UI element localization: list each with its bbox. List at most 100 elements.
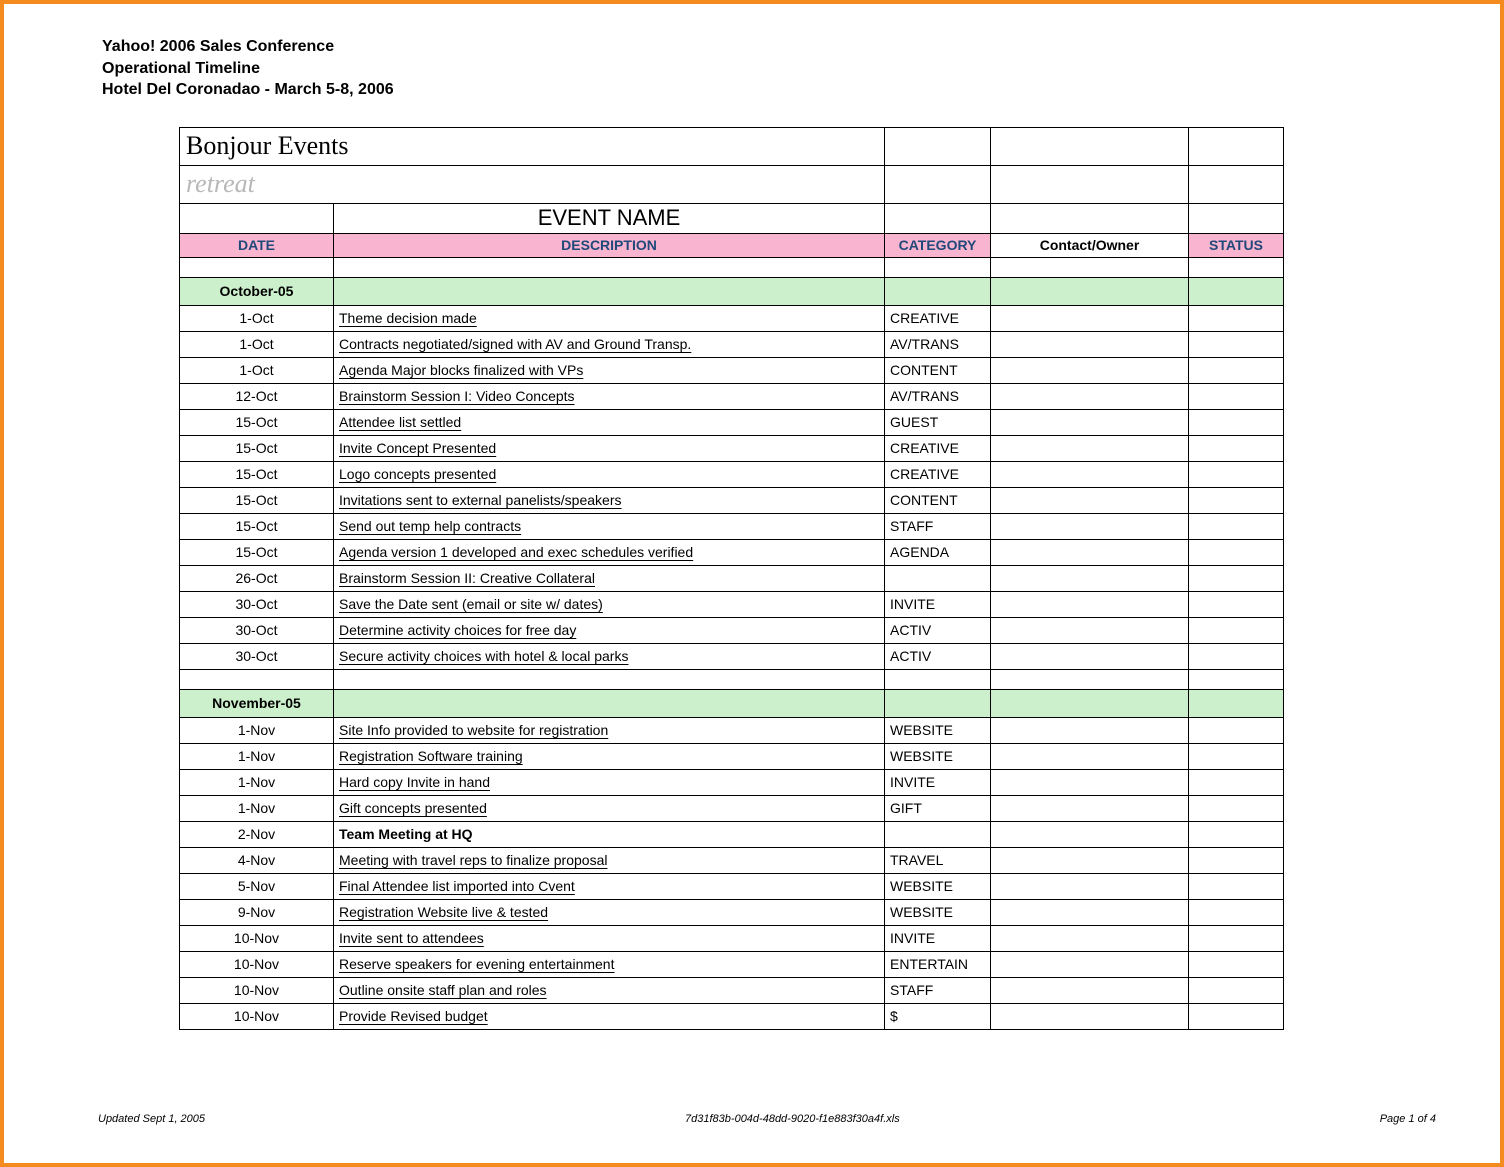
- date-cell: 2-Nov: [180, 821, 334, 847]
- date-cell: 10-Nov: [180, 951, 334, 977]
- table-row: 30-OctSave the Date sent (email or site …: [180, 591, 1284, 617]
- blank-cell: [180, 203, 334, 233]
- category-cell: CREATIVE: [885, 305, 991, 331]
- description-cell: Determine activity choices for free day: [334, 617, 885, 643]
- category-cell: GUEST: [885, 409, 991, 435]
- month-header-row: November-05: [180, 689, 1284, 717]
- category-cell: AV/TRANS: [885, 331, 991, 357]
- blank-cell: [334, 257, 885, 277]
- status-cell: [1189, 513, 1284, 539]
- description-cell: Secure activity choices with hotel & loc…: [334, 643, 885, 669]
- spacer-row: [180, 669, 1284, 689]
- status-cell: [1189, 977, 1284, 1003]
- date-cell: 4-Nov: [180, 847, 334, 873]
- status-cell: [1189, 331, 1284, 357]
- blank-cell: [885, 127, 991, 165]
- description-cell: Gift concepts presented: [334, 795, 885, 821]
- owner-cell: [991, 769, 1189, 795]
- document-header: Yahoo! 2006 Sales Conference Operational…: [102, 36, 1470, 101]
- owner-cell: [991, 951, 1189, 977]
- status-cell: [1189, 925, 1284, 951]
- status-cell: [1189, 305, 1284, 331]
- table-row: 1-OctTheme decision madeCREATIVE: [180, 305, 1284, 331]
- category-cell: CONTENT: [885, 357, 991, 383]
- owner-cell: [991, 461, 1189, 487]
- table-row: 1-NovRegistration Software trainingWEBSI…: [180, 743, 1284, 769]
- table-row: 15-OctInvite Concept PresentedCREATIVE: [180, 435, 1284, 461]
- status-cell: [1189, 795, 1284, 821]
- col-status-header: STATUS: [1189, 233, 1284, 257]
- blank-cell: [334, 669, 885, 689]
- date-cell: 10-Nov: [180, 977, 334, 1003]
- status-cell: [1189, 487, 1284, 513]
- col-description-header: DESCRIPTION: [334, 233, 885, 257]
- category-cell: INVITE: [885, 769, 991, 795]
- blank-cell: [1189, 669, 1284, 689]
- category-cell: [885, 565, 991, 591]
- owner-cell: [991, 409, 1189, 435]
- footer-right: Page 1 of 4: [1380, 1113, 1436, 1125]
- description-cell: Team Meeting at HQ: [334, 821, 885, 847]
- owner-cell: [991, 487, 1189, 513]
- blank-cell: [1189, 277, 1284, 305]
- date-cell: 15-Oct: [180, 513, 334, 539]
- description-cell: Site Info provided to website for regist…: [334, 717, 885, 743]
- owner-cell: [991, 743, 1189, 769]
- owner-cell: [991, 435, 1189, 461]
- footer-center: 7d31f83b-004d-48dd-9020-f1e883f30a4f.xls: [685, 1113, 900, 1125]
- category-cell: INVITE: [885, 925, 991, 951]
- status-cell: [1189, 357, 1284, 383]
- footer-left: Updated Sept 1, 2005: [98, 1113, 205, 1125]
- date-cell: 10-Nov: [180, 1003, 334, 1029]
- table-row: 1-OctAgenda Major blocks finalized with …: [180, 357, 1284, 383]
- category-cell: ACTIV: [885, 643, 991, 669]
- owner-cell: [991, 925, 1189, 951]
- owner-cell: [991, 795, 1189, 821]
- table-row: 10-NovReserve speakers for evening enter…: [180, 951, 1284, 977]
- table-row: 9-NovRegistration Website live & testedW…: [180, 899, 1284, 925]
- header-line-1: Yahoo! 2006 Sales Conference: [102, 36, 1470, 58]
- date-cell: 10-Nov: [180, 925, 334, 951]
- category-cell: CREATIVE: [885, 435, 991, 461]
- status-cell: [1189, 409, 1284, 435]
- description-cell: Agenda version 1 developed and exec sche…: [334, 539, 885, 565]
- status-cell: [1189, 539, 1284, 565]
- status-cell: [1189, 591, 1284, 617]
- blank-cell: [885, 669, 991, 689]
- month-label: November-05: [180, 689, 334, 717]
- category-cell: WEBSITE: [885, 873, 991, 899]
- category-cell: ACTIV: [885, 617, 991, 643]
- category-cell: WEBSITE: [885, 717, 991, 743]
- table-row: 4-NovMeeting with travel reps to finaliz…: [180, 847, 1284, 873]
- owner-cell: [991, 513, 1189, 539]
- table-row: 26-OctBrainstorm Session II: Creative Co…: [180, 565, 1284, 591]
- table-row: 1-NovSite Info provided to website for r…: [180, 717, 1284, 743]
- table-row: 1-NovGift concepts presentedGIFT: [180, 795, 1284, 821]
- blank-cell: [1189, 127, 1284, 165]
- owner-cell: [991, 1003, 1189, 1029]
- col-owner-header: Contact/Owner: [991, 233, 1189, 257]
- table-row: 1-NovHard copy Invite in handINVITE: [180, 769, 1284, 795]
- owner-cell: [991, 331, 1189, 357]
- status-cell: [1189, 1003, 1284, 1029]
- table-row: 15-OctAgenda version 1 developed and exe…: [180, 539, 1284, 565]
- category-cell: $: [885, 1003, 991, 1029]
- date-cell: 1-Nov: [180, 717, 334, 743]
- table-row: 2-NovTeam Meeting at HQ: [180, 821, 1284, 847]
- table-row: 5-NovFinal Attendee list imported into C…: [180, 873, 1284, 899]
- status-cell: [1189, 643, 1284, 669]
- table-row: 1-OctContracts negotiated/signed with AV…: [180, 331, 1284, 357]
- date-cell: 15-Oct: [180, 487, 334, 513]
- page: Yahoo! 2006 Sales Conference Operational…: [34, 36, 1470, 1151]
- description-cell: Agenda Major blocks finalized with VPs: [334, 357, 885, 383]
- blank-cell: [885, 689, 991, 717]
- table-row: 10-NovInvite sent to attendeesINVITE: [180, 925, 1284, 951]
- description-cell: Brainstorm Session I: Video Concepts: [334, 383, 885, 409]
- description-cell: Logo concepts presented: [334, 461, 885, 487]
- owner-cell: [991, 357, 1189, 383]
- description-cell: Provide Revised budget: [334, 1003, 885, 1029]
- description-cell: Final Attendee list imported into Cvent: [334, 873, 885, 899]
- status-cell: [1189, 717, 1284, 743]
- date-cell: 9-Nov: [180, 899, 334, 925]
- date-cell: 5-Nov: [180, 873, 334, 899]
